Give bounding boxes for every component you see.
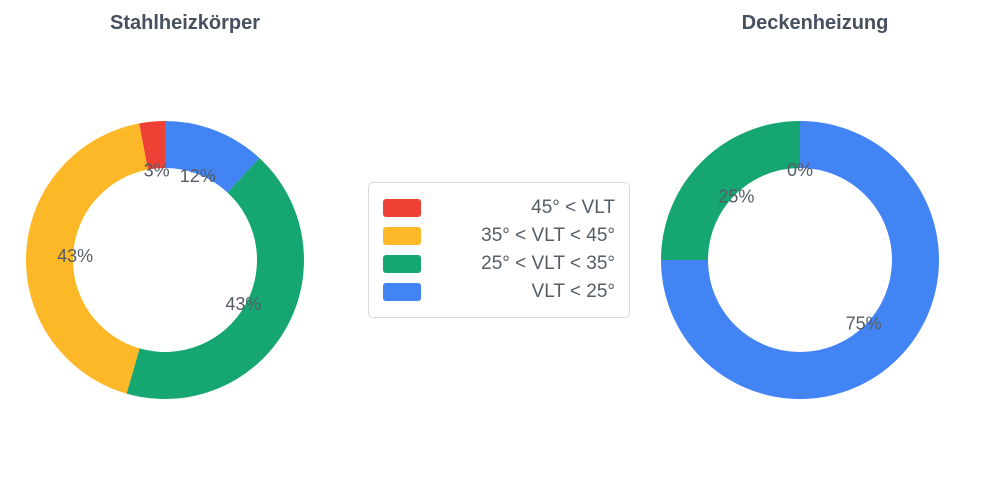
legend-swatch (383, 199, 421, 217)
legend-item: 45° < VLT (383, 196, 615, 220)
pie-slice (25, 123, 148, 394)
legend-label: 25° < VLT < 35° (481, 253, 615, 274)
donut-chart-right: 0% 25% 75% (660, 120, 940, 400)
legend-label: VLT < 25° (531, 281, 615, 302)
legend-item: 35° < VLT < 45° (383, 224, 615, 248)
donut-svg-left: 3% 43% 43% 12% (25, 121, 304, 400)
pie-slice (139, 121, 165, 170)
donut-svg-right: 0% 25% 75% (661, 121, 939, 399)
legend-label: 35° < VLT < 45° (481, 225, 615, 246)
pie-slice-label: 3% (144, 160, 170, 180)
pie-slice (126, 157, 304, 400)
legend-label: 45° < VLT (531, 197, 615, 218)
pie-slice-label: 12% (180, 166, 216, 186)
legend-item: 25° < VLT < 35° (383, 252, 615, 276)
pie-slice-label: 43% (57, 246, 93, 266)
legend-swatch (383, 227, 421, 245)
chart-title-right: Deckenheizung (741, 12, 889, 34)
pie-slice (165, 121, 260, 193)
chart-title-left: Stahlheizkörper (109, 12, 261, 34)
pie-slice-label: 75% (846, 314, 882, 334)
donut-chart-left: 3% 43% 43% 12% (25, 120, 305, 400)
legend-swatch (383, 255, 421, 273)
pie-slice-label: 0% (787, 160, 813, 180)
pie-slice-label: 43% (225, 294, 261, 314)
legend-item: VLT < 25° (383, 280, 615, 304)
pie-slice (661, 121, 939, 399)
legend: 45° < VLT 35° < VLT < 45° 25° < VLT < 35° V… (368, 182, 630, 318)
pie-slice-label: 25% (718, 186, 754, 206)
pie-slice (661, 121, 800, 260)
legend-swatch (383, 283, 421, 301)
